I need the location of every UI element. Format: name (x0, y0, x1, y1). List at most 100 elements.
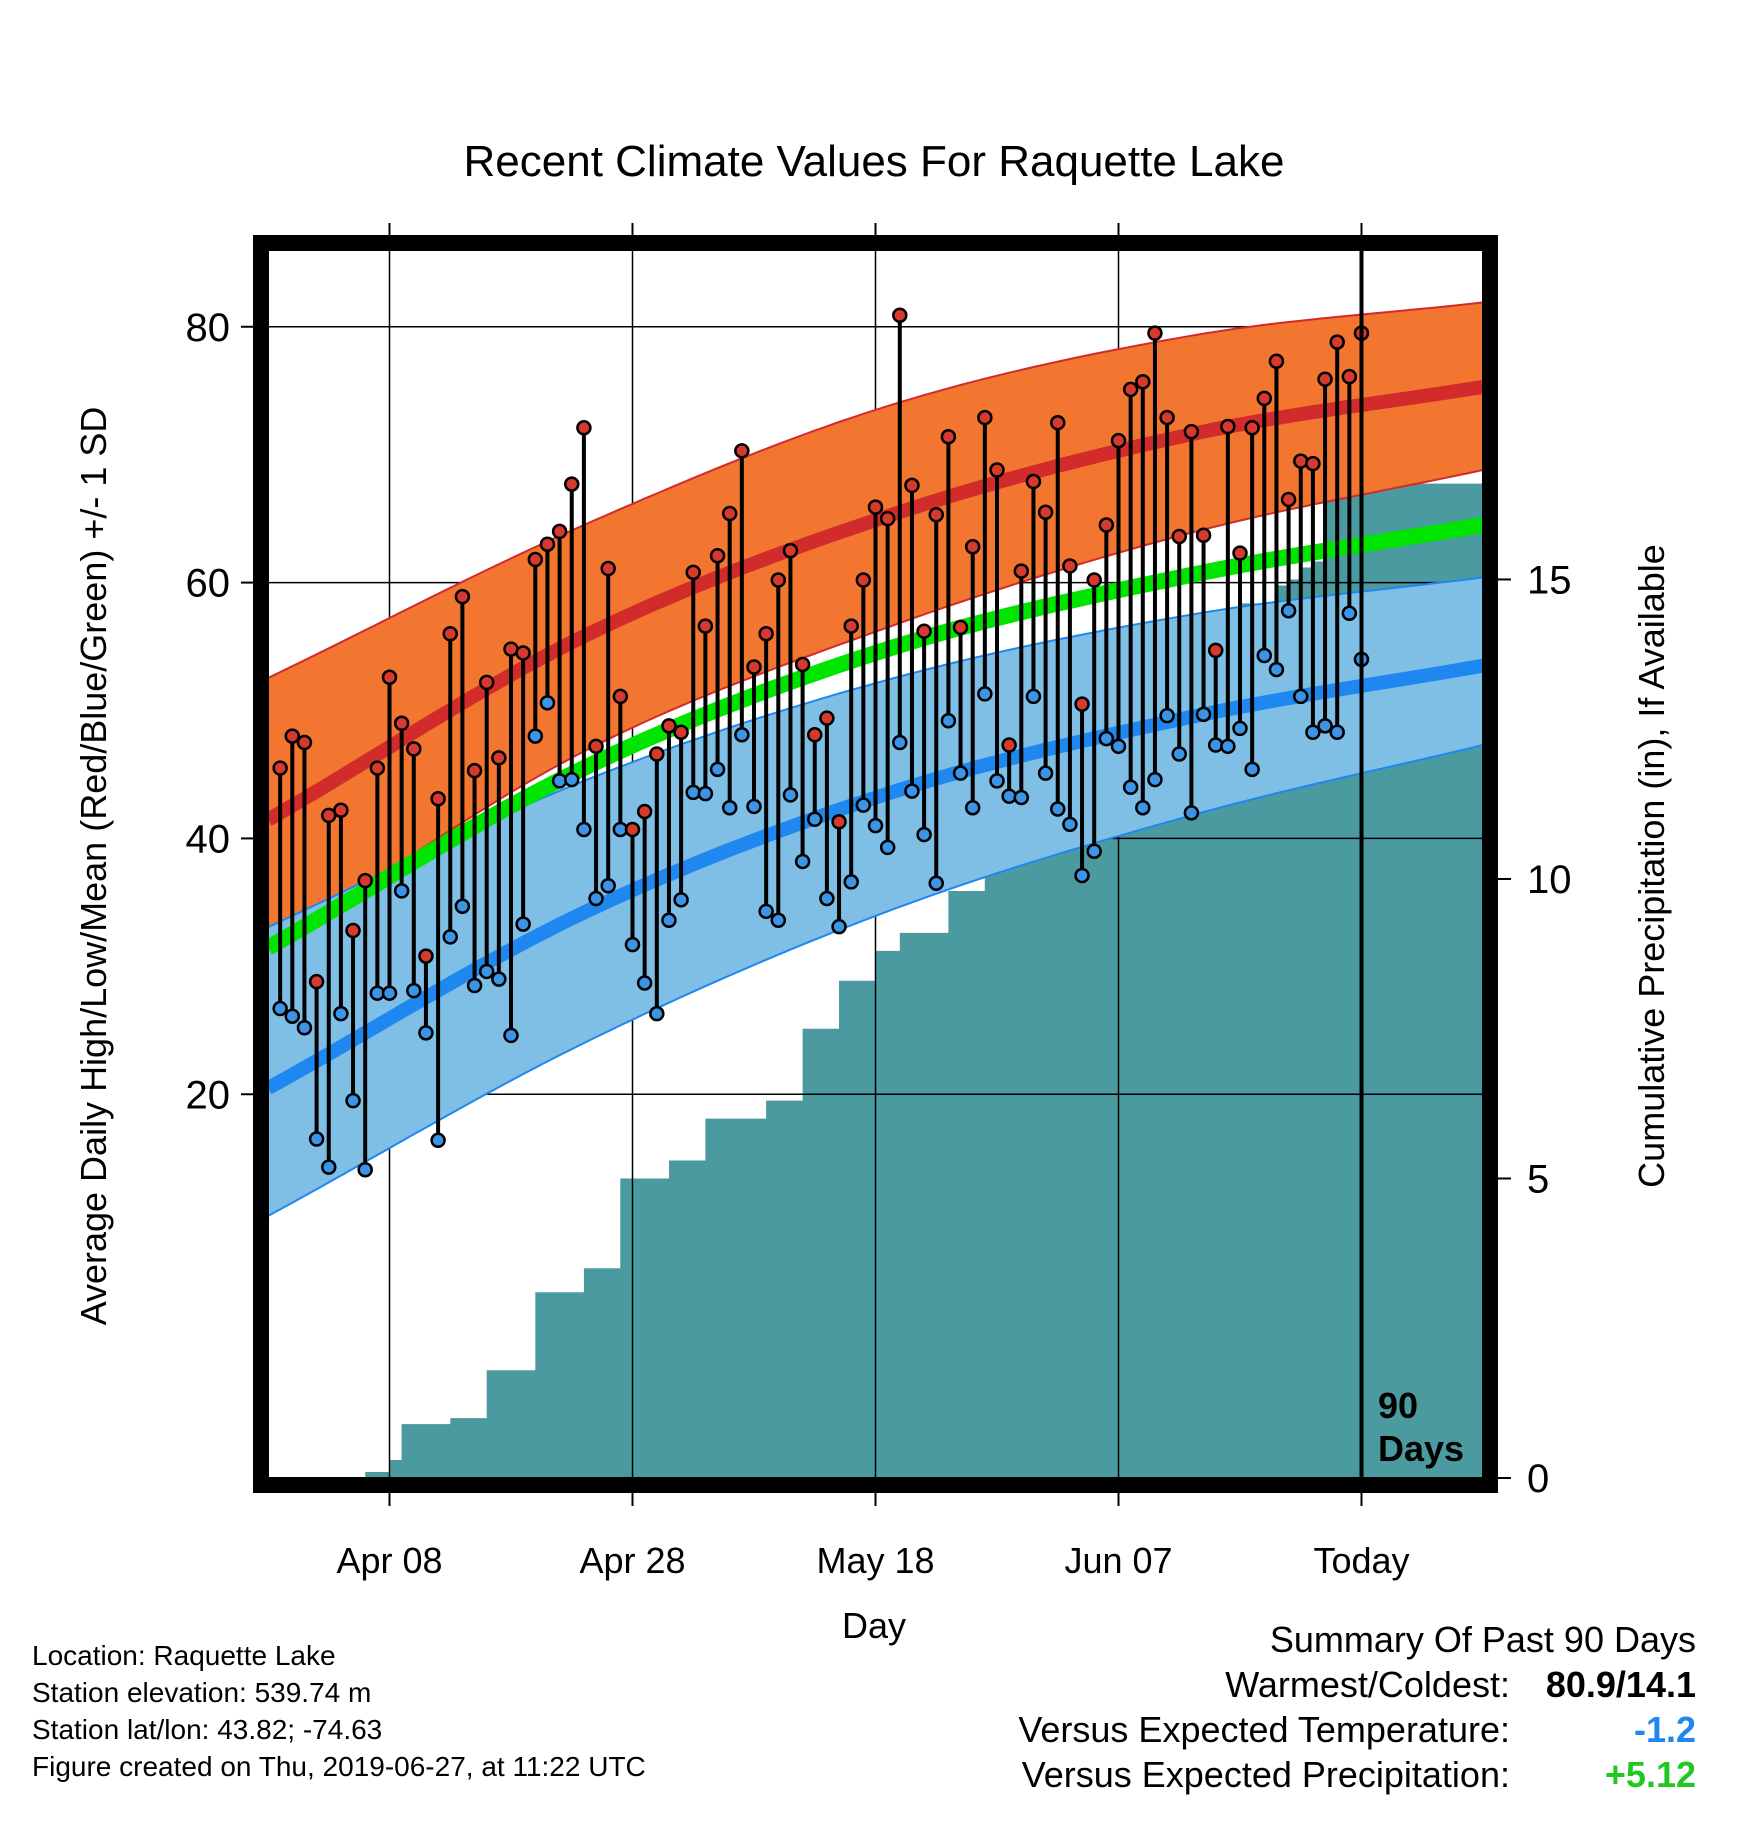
daily-high-point (831, 814, 847, 830)
daily-high-point (1062, 558, 1078, 574)
daily-high-point (478, 674, 495, 691)
daily-low-point (564, 771, 580, 788)
daily-high-point (770, 572, 787, 588)
daily-high-point (539, 536, 556, 552)
daily-high-point (551, 523, 568, 540)
daily-low-point (1159, 707, 1175, 724)
y-tick-label: 60 (186, 562, 231, 606)
y2-axis-ticks: 0 5 10 15 (1498, 558, 1572, 1501)
y-tick-label: 80 (186, 306, 231, 350)
y-axis-title: Average Daily High/Low/Mean (Red/Blue/Gr… (73, 407, 114, 1326)
daily-high-point (1341, 368, 1358, 385)
daily-low-point (952, 765, 969, 781)
daily-high-point (345, 922, 361, 939)
daily-high-point (381, 669, 398, 685)
daily-high-point (576, 420, 592, 436)
frame-border (253, 235, 1498, 1493)
daily-high-point (977, 409, 993, 426)
daily-high-point (989, 462, 1005, 478)
daily-high-point (515, 645, 531, 661)
daily-high-point (1317, 371, 1333, 387)
daily-low-point (345, 1092, 361, 1109)
summary-warm-cold: Warmest/Coldest: 80.9/14.1 (1018, 1662, 1696, 1707)
daily-high-point (807, 727, 823, 743)
daily-high-point (357, 872, 373, 889)
daily-high-point (673, 724, 689, 740)
daily-low-point (588, 890, 604, 907)
temp-label: Versus Expected Temperature: (1018, 1709, 1510, 1750)
daily-high-point (843, 618, 859, 634)
summary-precip: Versus Expected Precipitation: +5.12 (1018, 1752, 1696, 1797)
daily-low-point (1256, 647, 1273, 664)
daily-high-point (333, 802, 349, 819)
daily-low-point (867, 817, 884, 834)
daily-high-point (721, 505, 738, 522)
daily-low-point (916, 826, 932, 843)
daily-high-point (904, 477, 920, 494)
x-axis-title: Day (842, 1605, 906, 1646)
daily-low-point (527, 728, 544, 744)
daily-low-point (418, 1025, 434, 1041)
daily-low-point (624, 936, 641, 953)
daily-high-point (1135, 374, 1151, 390)
daily-points (272, 307, 1370, 1178)
daily-high-point (1013, 563, 1030, 579)
temp-value: -1.2 (1633, 1709, 1696, 1750)
daily-high-point (1122, 381, 1139, 398)
daily-high-point (1025, 473, 1042, 490)
daily-low-point (466, 977, 483, 994)
daily-low-point (904, 783, 920, 799)
daily-low-point (709, 761, 726, 778)
daily-low-point (1050, 801, 1066, 817)
daily-high-point (393, 715, 410, 732)
precip-value: +5.12 (1604, 1754, 1696, 1795)
x-tick-label: Apr 08 (336, 1540, 442, 1581)
daily-low-point (1147, 771, 1163, 788)
daily-high-point (1256, 390, 1273, 407)
daily-high-point (649, 746, 665, 762)
daily-high-point (442, 626, 458, 642)
daily-high-point (1098, 517, 1115, 533)
daily-high-point (928, 507, 944, 523)
location-text: Location: Raquette Lake (32, 1640, 336, 1671)
daily-high-point (636, 803, 653, 820)
summary-panel: Summary Of Past 90 Days Warmest/Coldest:… (1018, 1617, 1696, 1797)
daily-high-point (466, 762, 483, 779)
daily-low-point (1232, 720, 1248, 737)
daily-high-point (1159, 409, 1175, 426)
daily-low-point (831, 918, 847, 935)
daily-low-point (843, 874, 859, 890)
daily-high-point (1220, 418, 1236, 435)
elevation-text: Station elevation: 539.74 m (32, 1677, 372, 1708)
daily-high-point (879, 510, 896, 527)
daily-high-point (527, 551, 544, 568)
daily-low-point (1293, 688, 1309, 705)
daily-high-point (964, 539, 981, 555)
y-tick-label: 20 (186, 1073, 231, 1117)
daily-high-point (685, 564, 701, 581)
daily-high-point (454, 588, 471, 605)
daily-low-point (879, 839, 896, 856)
daily-high-point (284, 728, 301, 744)
daily-low-point (661, 912, 677, 929)
daily-low-point (1171, 746, 1187, 762)
daily-low-point (770, 912, 787, 929)
daily-high-point (819, 710, 835, 726)
daily-low-point (515, 916, 531, 932)
daily-low-point (284, 1008, 301, 1024)
daily-low-point (697, 785, 714, 802)
daily-low-point (1183, 805, 1200, 821)
daily-high-point (855, 572, 872, 588)
y-axis-ticks: 20 40 60 80 (186, 223, 1363, 1117)
daily-high-point (758, 626, 774, 642)
daily-high-point (296, 734, 313, 751)
daily-low-point (1135, 799, 1151, 816)
daily-low-point (758, 903, 774, 920)
daily-high-point (782, 542, 799, 559)
daily-low-point (600, 877, 616, 894)
daily-low-point (478, 963, 495, 980)
daily-low-point (1195, 706, 1212, 723)
daily-low-point (721, 799, 738, 816)
daily-low-point (1098, 730, 1115, 747)
daily-low-point (977, 686, 993, 702)
